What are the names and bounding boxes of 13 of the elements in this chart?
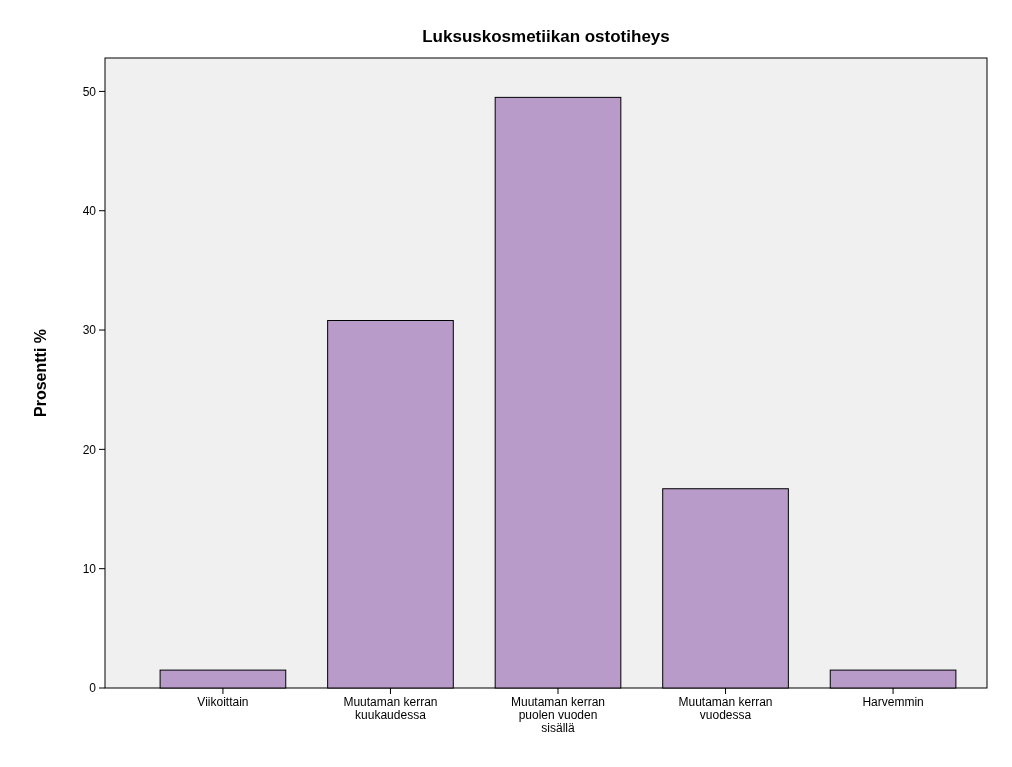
x-tick-label: Muutaman kerran vuodessa <box>678 695 773 722</box>
x-tick-label: Harvemmin <box>862 695 924 709</box>
chart-title: Luksuskosmetiikan ostotiheys <box>422 27 670 46</box>
y-axis-title: Prosentti % <box>32 328 49 418</box>
x-tick-label: Viikoittain <box>197 695 249 709</box>
y-tick-label: 50 <box>82 84 97 99</box>
y-tick-label: 20 <box>82 442 97 457</box>
y-tick-label: 0 <box>89 681 97 696</box>
x-tick-label: Muutaman kerran kuukaudessa <box>343 695 438 722</box>
x-tick-label: Muutaman kerran puolen vuoden sisällä <box>510 695 606 735</box>
y-tick-label: 30 <box>82 323 97 338</box>
y-tick-label: 40 <box>82 203 97 218</box>
y-tick-label: 10 <box>82 561 97 576</box>
